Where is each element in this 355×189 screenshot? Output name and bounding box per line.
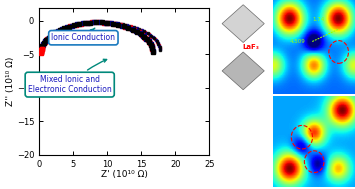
Text: 1.74: 1.74 — [312, 17, 324, 22]
Text: 4.509: 4.509 — [290, 39, 306, 43]
Polygon shape — [222, 5, 264, 43]
X-axis label: Z' (10¹⁰ Ω): Z' (10¹⁰ Ω) — [101, 170, 148, 179]
Polygon shape — [222, 52, 264, 90]
Text: Mixed Ionic and
Electronic Conduction: Mixed Ionic and Electronic Conduction — [28, 59, 111, 94]
Text: LaF₃: LaF₃ — [242, 44, 259, 50]
Text: Ionic Conduction: Ionic Conduction — [51, 28, 115, 42]
Y-axis label: Z'' (10¹⁰ Ω): Z'' (10¹⁰ Ω) — [6, 57, 15, 106]
